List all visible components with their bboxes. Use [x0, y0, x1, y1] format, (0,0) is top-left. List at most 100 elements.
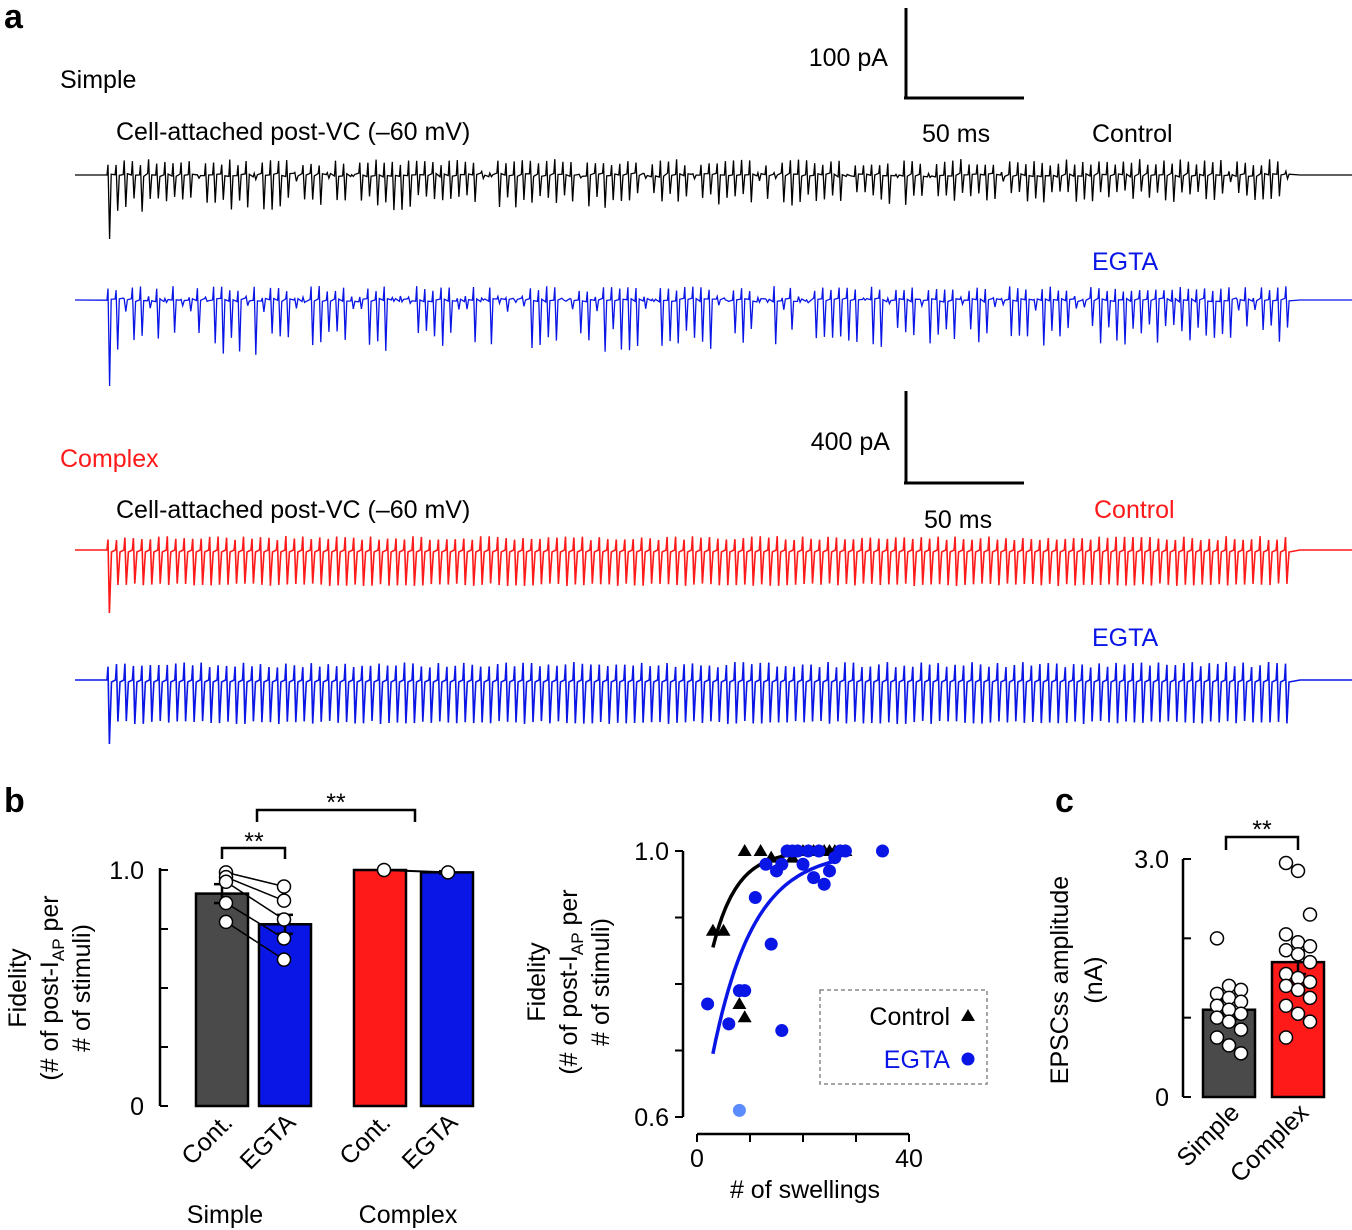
panel-c-ylabel-line1: EPSCss amplitude — [1046, 876, 1074, 1084]
point-simple-control — [218, 874, 234, 890]
point-epsc — [1290, 946, 1306, 962]
panel-b-ylabel-line3: # of stimuli) — [68, 924, 96, 1052]
legend-control-label: Control — [869, 1003, 950, 1031]
panel-b-ylabel-line2: (# of post-IAP per — [36, 895, 68, 1080]
panel-a: a Simple Cell-attached post-VC (–60 mV) … — [4, 0, 1352, 745]
sig-bracket-within — [220, 846, 287, 859]
point-simple-control — [218, 914, 234, 930]
scatter-ylabel-sub: AP — [568, 932, 587, 955]
panel-b-scatter: Fidelity (# of post-IAP per # of stimuli… — [523, 838, 988, 1204]
complex-recording-label: Cell-attached post-VC (–60 mV) — [116, 496, 470, 524]
point-control — [705, 923, 720, 936]
panel-c-ytick-label: 0 — [1155, 1084, 1169, 1112]
panel-c-letter: c — [1055, 782, 1074, 820]
category-label: Cont. — [176, 1108, 238, 1170]
category-label: EGTA — [235, 1108, 302, 1175]
point-epsc — [1221, 1014, 1237, 1029]
scatter-ytick-label: 1.0 — [634, 838, 669, 866]
bar-simple-egta — [257, 923, 313, 1108]
point-epsc — [1302, 974, 1318, 990]
point-egta — [764, 937, 778, 951]
sig-label-between: ** — [326, 789, 346, 817]
legend-egta-label: EGTA — [884, 1046, 951, 1074]
paired-line — [225, 871, 285, 888]
point-epsc — [1302, 1014, 1318, 1029]
point-simple-egta — [276, 931, 292, 946]
point-egta — [791, 844, 805, 858]
point-epsc — [1302, 907, 1318, 922]
panel-b-ylabel-line2b: per — [36, 895, 64, 938]
point-epsc — [1221, 1038, 1237, 1053]
paired-line — [225, 881, 285, 921]
complex-scale-y-label: 400 pA — [811, 428, 891, 456]
panel-b-ylabel-line2a: (# of post-I — [36, 961, 64, 1081]
point-epsc — [1221, 990, 1237, 1006]
scatter-ytick-label: 0.6 — [634, 1104, 669, 1132]
point-epsc — [1221, 978, 1237, 994]
sig-label: ** — [1252, 816, 1272, 844]
group-label-simple: Simple — [187, 1201, 263, 1229]
group-label-complex: Complex — [359, 1201, 458, 1229]
scatter-ylabel-line2b: per — [555, 889, 583, 932]
sig-bracket-between — [255, 808, 417, 822]
point-egta — [738, 984, 752, 998]
point-epsc — [1290, 1006, 1306, 1021]
simple-egta-label: EGTA — [1092, 248, 1159, 276]
point-epsc — [1302, 990, 1318, 1006]
point-epsc — [1278, 855, 1294, 871]
point-epsc — [1302, 939, 1318, 954]
panel-c-ytick-label: 3.0 — [1134, 846, 1169, 874]
panel-b-ylabel-sub: AP — [49, 938, 68, 961]
paired-line — [225, 902, 285, 940]
complex-scale-x-label: 50 ms — [924, 506, 992, 534]
point-epsc — [1221, 1002, 1237, 1017]
panel-b-ytick-label: 0 — [130, 1093, 144, 1121]
simple-egta-trace — [74, 285, 1352, 387]
point-egta — [812, 844, 826, 858]
point-egta — [759, 857, 773, 871]
scatter-ylabel-line2: (# of post-IAP per — [555, 889, 587, 1074]
point-epsc — [1233, 982, 1249, 998]
simple-control-trace — [75, 159, 1352, 240]
point-control — [732, 996, 747, 1009]
panel-a-letter: a — [4, 0, 24, 36]
panel-b-ylabel-line1: Fidelity — [4, 948, 32, 1028]
point-egta — [823, 864, 836, 878]
simple-scale-x-label: 50 ms — [922, 120, 990, 148]
scatter-xtick-label: 0 — [690, 1145, 704, 1173]
point-complex-egta — [440, 865, 456, 880]
panel-b-ylabel: Fidelity (# of post-IAP per # of stimuli… — [4, 895, 96, 1080]
point-egta — [748, 891, 762, 905]
panel-c: c EPSCss amplitude (nA) 3.00**SimpleComp… — [1046, 782, 1326, 1188]
point-epsc — [1302, 954, 1318, 970]
point-control — [753, 844, 768, 856]
legend-control-marker — [961, 1009, 975, 1021]
point-simple-egta — [276, 879, 292, 894]
point-complex-control — [376, 862, 392, 878]
point-epsc — [1209, 1030, 1225, 1045]
point-control — [737, 1010, 752, 1023]
point-epsc — [1278, 966, 1294, 982]
point-egta — [701, 997, 715, 1011]
point-egta — [796, 857, 810, 871]
scatter-ylabel-line3: # of stimuli) — [587, 918, 615, 1046]
simple-control-label: Control — [1092, 120, 1173, 148]
scatter-xtick-label: 40 — [895, 1145, 923, 1173]
scatter-legend-box — [819, 989, 988, 1085]
point-egta — [775, 1024, 789, 1038]
simple-scale-y-label: 100 pA — [809, 44, 889, 72]
complex-control-trace — [75, 535, 1352, 614]
point-epsc — [1209, 998, 1225, 1014]
sig-label-within: ** — [244, 828, 264, 856]
complex-title: Complex — [60, 445, 159, 473]
panel-b-ytick-label: 1.0 — [109, 857, 144, 885]
point-egta — [838, 844, 852, 858]
point-epsc — [1278, 998, 1294, 1014]
point-epsc — [1278, 1030, 1294, 1045]
complex-control-label: Control — [1094, 496, 1175, 524]
simple-title: Simple — [60, 66, 136, 94]
point-egta — [801, 844, 815, 858]
